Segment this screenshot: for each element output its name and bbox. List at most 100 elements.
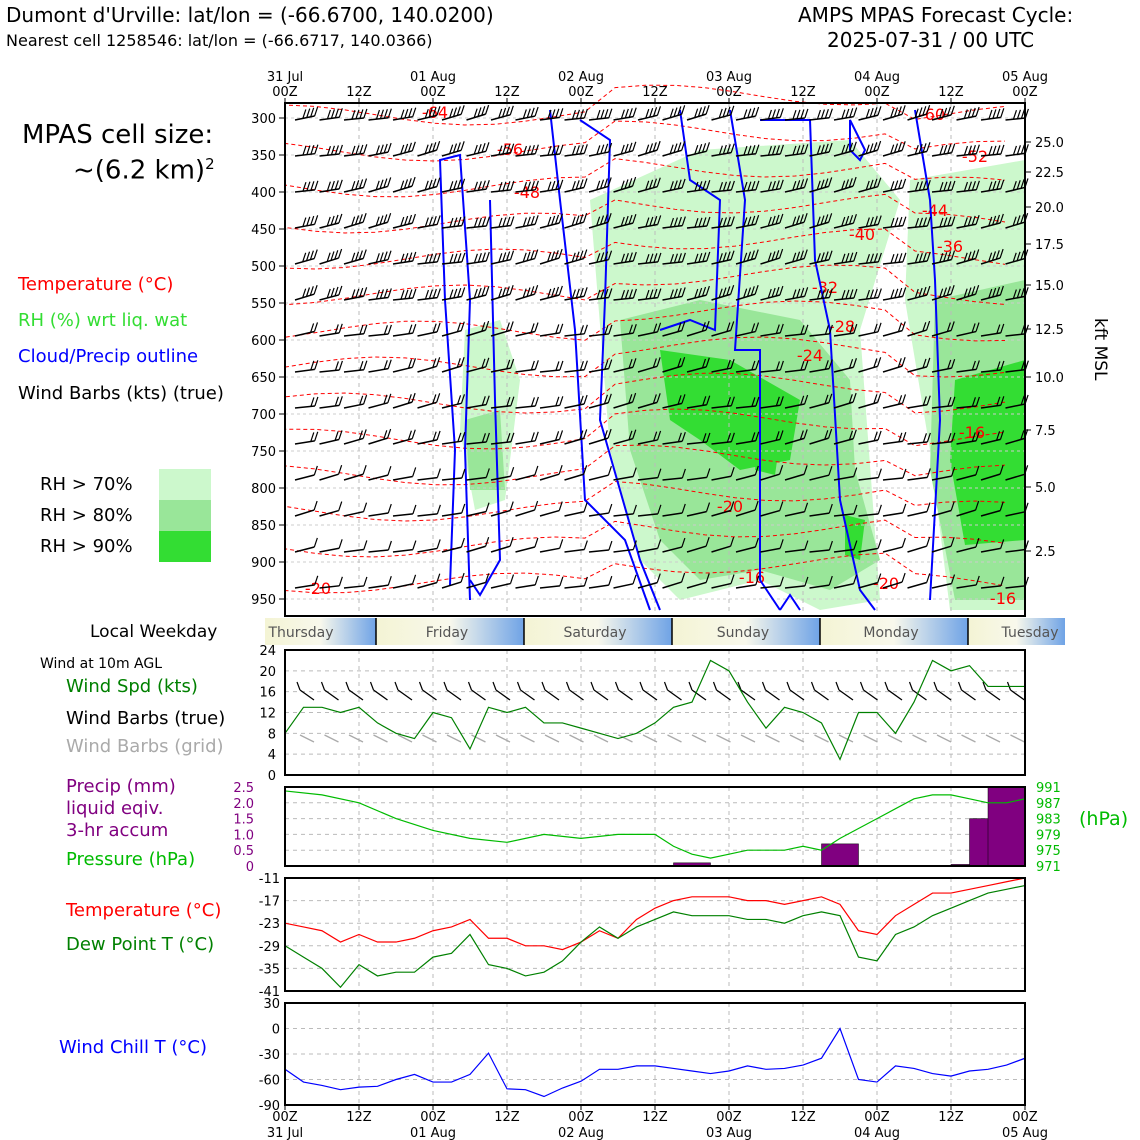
wind-barb-flag (975, 465, 980, 476)
bottom-date-label: 01 Aug (410, 1126, 456, 1140)
wind-barb-flag (485, 179, 490, 190)
wind-y-tick-label: 20 (259, 665, 276, 680)
wind-barb-flag (436, 573, 441, 583)
wind-barb-flag (898, 216, 903, 227)
wind-barb-flag (313, 284, 318, 295)
wind-barb-flag (755, 431, 760, 441)
wind-barb-flag (555, 396, 560, 407)
wind-barb-flag (559, 323, 564, 334)
wind-barb-flag (306, 145, 311, 155)
wind-barb-flag (845, 108, 850, 119)
wind-barb-flag (999, 501, 1004, 511)
legend-cloud: Cloud/Precip outline (18, 346, 199, 367)
wind-barb-flag (449, 144, 454, 154)
chill-y-tick-label: 0 (272, 1023, 280, 1038)
wind-barb-flag (849, 324, 854, 334)
wind-barb-flag (722, 252, 727, 262)
wind-barb-flag (559, 108, 564, 118)
wind-barb-flag (926, 320, 931, 331)
wind-barb-flag (314, 360, 319, 370)
pressure-tick-label: 850 (251, 519, 276, 534)
wind-barb-flag (901, 572, 906, 583)
wind-barb-flag (534, 322, 539, 332)
bottom-date-label: 05 Aug (1002, 1126, 1048, 1140)
wind-barb-flag (338, 248, 343, 259)
wind-barb-flag (754, 537, 759, 548)
top-hour-label: 00Z (272, 85, 298, 100)
wind-barb-flag (828, 142, 833, 153)
wind-barb (466, 476, 487, 481)
wind-barb-flag (632, 251, 637, 262)
wind-barb-flag (506, 433, 511, 443)
wind-barb-flag (849, 108, 854, 118)
wind-barb-flag (555, 145, 560, 155)
wind-barb-flag (387, 250, 392, 260)
wind-barb (368, 185, 388, 193)
wind-barb-flag (551, 109, 556, 119)
wind-barb (637, 296, 658, 301)
pressure-tick-label: 500 (251, 260, 276, 275)
wind-barb-true (495, 689, 511, 701)
cell-size-value: ~(6.2 km)2 (73, 155, 215, 186)
wind-barb-grid (348, 734, 364, 743)
wind-barb-flag (457, 432, 462, 442)
wind-barb (368, 221, 388, 229)
wind-barb-flag (424, 217, 429, 227)
weekday-label: Friday (426, 625, 468, 641)
wind-barb-flag (485, 285, 490, 296)
wind-barb-flag (404, 108, 409, 119)
wind-barb-flag (841, 290, 846, 300)
wind-barb-flag (400, 253, 405, 263)
wind-barb-flag (412, 288, 417, 299)
wind-barb-flag (795, 251, 801, 261)
wind-barb (931, 441, 952, 445)
cloud-outline (779, 593, 801, 611)
wind-barb-flag (754, 284, 759, 295)
wind-barb-flag (804, 324, 809, 335)
wind-barb (539, 473, 560, 481)
wind-barb-flag (730, 321, 735, 331)
wind-barb-flag (718, 217, 724, 228)
wind-barb-flag (428, 108, 433, 118)
wind-barb-flag (751, 397, 756, 407)
wind-barb-flag (534, 284, 539, 295)
wind-barb (735, 509, 756, 517)
wind-barb-flag (824, 108, 829, 119)
wind-barb-flag (309, 250, 314, 260)
wind-barb-flag (820, 215, 825, 225)
wind-barb-flag (751, 181, 756, 191)
wind-barb-flag (649, 289, 654, 299)
wind-barb-true (716, 689, 731, 701)
wind-barb-flag (967, 287, 972, 297)
wind-barb-flag (526, 181, 531, 191)
wind-barb-flag (902, 178, 907, 189)
wind-barb-flag (534, 465, 539, 476)
wind-barb-flag (607, 428, 612, 439)
wind-barb-flag (432, 394, 437, 404)
wind-barb (294, 440, 315, 445)
wind-barb-flag (583, 178, 588, 188)
wind-barb-flag (869, 289, 874, 299)
wind-barb (980, 547, 1001, 553)
wind-barb-flag (820, 179, 825, 189)
wind-barb (294, 257, 315, 265)
wind-barb-flag (412, 251, 417, 262)
wind-barb-flag (551, 180, 556, 191)
wind-barb-flag (988, 181, 993, 191)
wind-barb-flag (946, 286, 951, 296)
wind-barb-flag (506, 251, 511, 261)
wind-barb (1005, 152, 1026, 157)
wind-barb-flag (657, 215, 662, 225)
wind-barb-flag (645, 144, 650, 154)
wind-barb (466, 260, 487, 265)
wind-barb-flag (596, 253, 601, 263)
wind-barb-flag (411, 392, 416, 403)
wind-barb-flag (902, 468, 907, 479)
wind-barb-flag (816, 109, 822, 120)
wind-barb-flag (657, 504, 662, 515)
wind-barb-flag (816, 253, 821, 263)
temperature-contour-label: -32 (812, 278, 838, 297)
wind-barb-flag (902, 287, 907, 297)
wind-barb (711, 189, 732, 193)
wind-barb-flag (363, 324, 368, 334)
